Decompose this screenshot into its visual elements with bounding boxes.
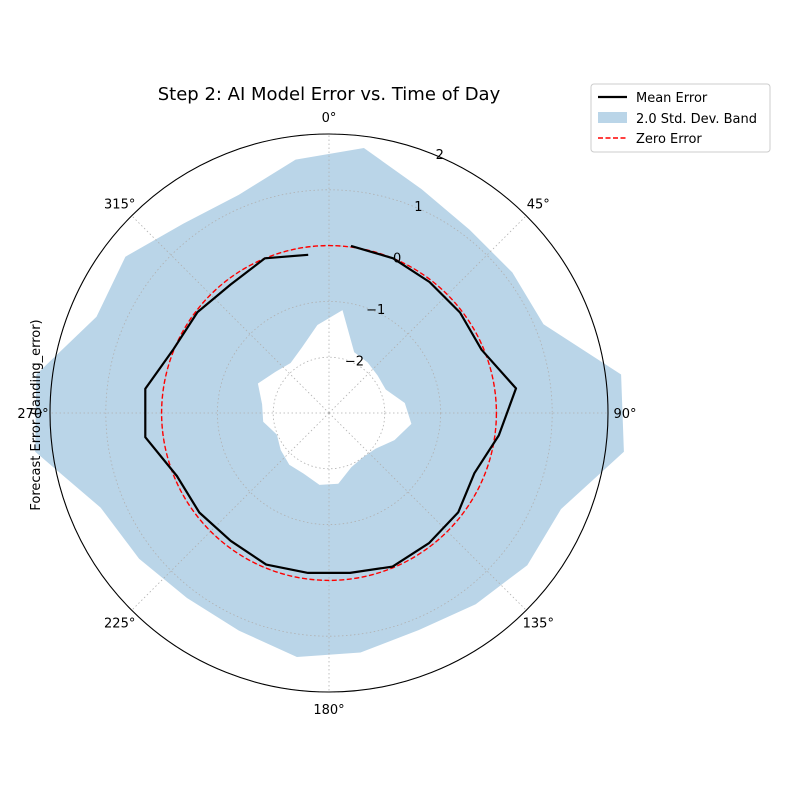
mean-error-layer: [144, 244, 518, 575]
polar-frame-layer: [49, 133, 609, 693]
legend-frame: [590, 83, 771, 153]
legend-mean-error-label: Mean Error: [636, 91, 708, 106]
radial-tick-label: 0: [393, 251, 401, 266]
legend-std-dev-band-swatch: [598, 112, 627, 123]
radial-gridline-1: [216, 300, 441, 525]
std-dev-band-layer: [35, 148, 624, 657]
angle-tick-label: 135°: [523, 616, 554, 631]
y-axis-label: Forecast Error (landing_error): [29, 319, 44, 510]
angle-tick-label: 0°: [322, 111, 337, 126]
angular-gridline-5: [131, 412, 330, 611]
mean-error-line: [144, 244, 518, 575]
zero-error-layer: [160, 244, 498, 582]
legend-std-dev-band-label: 2.0 Std. Dev. Band: [636, 112, 757, 127]
angular-gridline-7: [131, 215, 330, 414]
angular-gridline-3: [328, 412, 527, 611]
polar-outer-frame: [49, 133, 609, 693]
angular-gridline-1: [328, 215, 527, 414]
angle-tick-label: 90°: [613, 407, 636, 422]
legend: Mean Error 2.0 Std. Dev. Band Zero Error: [590, 83, 771, 153]
std-dev-band: [35, 148, 624, 657]
radial-tick-label: 1: [414, 200, 422, 215]
angle-tick-label: 270°: [17, 407, 48, 422]
angle-tick-label: 45°: [527, 198, 550, 213]
radial-tick-label: −1: [366, 303, 385, 318]
legend-zero-error-label: Zero Error: [636, 132, 702, 147]
angle-tick-label: 180°: [313, 703, 344, 718]
chart-title: Step 2: AI Model Error vs. Time of Day: [158, 84, 501, 105]
angle-tick-label: 315°: [104, 198, 135, 213]
radial-tick-label: −2: [345, 354, 364, 369]
radial-tick-label: 2: [436, 148, 444, 163]
tick-label-layer: 0° 45° 90° 135° 180° 225° 270° 315° −2 −1 0 1 2: [17, 111, 636, 718]
radial-gridline-3: [105, 189, 553, 637]
zero-error-circle: [160, 244, 498, 582]
angle-tick-label: 225°: [104, 616, 135, 631]
